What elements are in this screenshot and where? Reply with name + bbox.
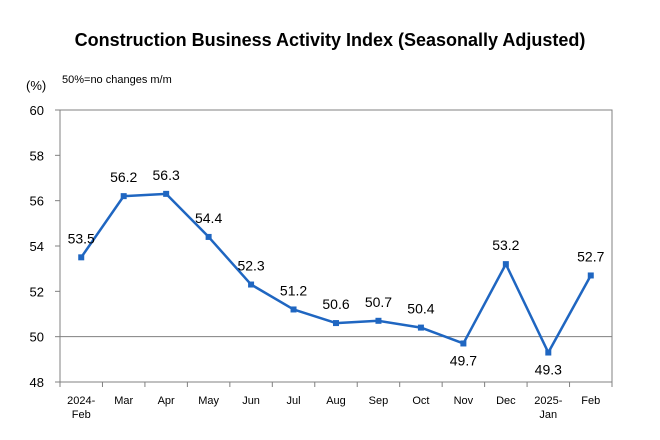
data-label: 52.7 [577, 248, 604, 264]
data-point-marker [375, 317, 382, 324]
data-label: 50.6 [322, 296, 349, 312]
data-point-marker [502, 261, 509, 268]
data-point-marker [545, 349, 552, 356]
y-tick-label: 52 [30, 284, 44, 299]
data-label: 53.5 [68, 230, 95, 246]
data-label: 56.3 [153, 167, 180, 183]
data-point-marker [205, 233, 212, 240]
data-point-marker [587, 272, 594, 279]
data-label: 56.2 [110, 169, 137, 185]
data-point-marker [248, 281, 255, 288]
x-tick-label: 2024- [67, 395, 95, 407]
data-label: 51.2 [280, 282, 307, 298]
x-tick-label: Nov [454, 395, 474, 407]
data-point-marker [290, 306, 297, 313]
data-label: 50.4 [407, 301, 434, 317]
x-tick-label: Dec [496, 395, 516, 407]
y-tick-label: 48 [30, 375, 44, 390]
plot-frame [59, 109, 613, 383]
data-point-marker [460, 340, 467, 347]
x-tick-label: Sep [369, 395, 389, 407]
y-tick-label: 60 [30, 103, 44, 118]
data-point-marker [163, 190, 170, 197]
y-tick-label: 58 [30, 148, 44, 163]
data-point-marker [417, 324, 424, 331]
reference-note: 50%=no changes m/m [62, 74, 172, 86]
x-tick-label: Jan [539, 409, 557, 421]
x-tick-label: Jul [287, 395, 301, 407]
x-tick-label: Mar [114, 395, 133, 407]
x-tick-label: Jun [242, 395, 260, 407]
y-unit-label: (%) [26, 78, 47, 93]
x-tick-label: Feb [581, 395, 600, 407]
data-label: 49.3 [535, 362, 562, 378]
data-label: 50.7 [365, 294, 392, 310]
data-label: 52.3 [237, 258, 264, 274]
data-point-marker [120, 193, 127, 200]
x-tick-label: Aug [326, 395, 346, 407]
data-point-marker [333, 320, 339, 327]
x-tick-label: Oct [412, 395, 429, 407]
chart-title: Construction Business Activity Index (Se… [74, 30, 586, 50]
series-line [80, 192, 592, 354]
x-tick-label: May [198, 395, 219, 407]
y-tick-label: 50 [30, 330, 44, 345]
x-tick-label: 2025- [534, 395, 562, 407]
data-point-marker [78, 254, 85, 261]
x-tick-label: Feb [72, 409, 91, 421]
data-label: 54.4 [195, 210, 222, 226]
x-tick-label: Apr [158, 395, 175, 407]
data-label: 53.2 [492, 237, 519, 253]
y-tick-label: 56 [30, 194, 44, 209]
y-tick-label: 54 [30, 239, 44, 254]
data-label: 49.7 [450, 352, 477, 368]
